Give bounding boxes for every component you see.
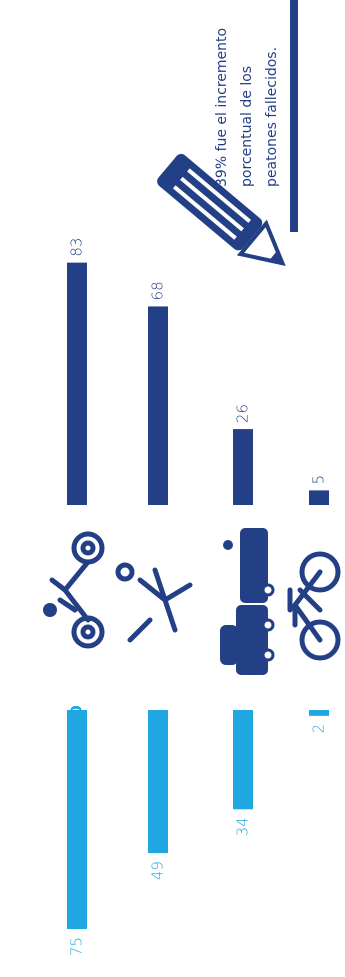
value-label: 26 [234, 404, 252, 423]
bar [309, 490, 329, 505]
bicycle-icon [287, 551, 341, 661]
bar [67, 710, 87, 929]
value-label: 49 [149, 861, 167, 880]
bar [148, 306, 168, 505]
pencil-icon [157, 153, 286, 266]
car-bus-icon [220, 528, 275, 675]
bar [148, 710, 168, 854]
bar [233, 429, 253, 505]
value-label: 34 [234, 817, 252, 836]
motorcycle-icon [43, 531, 105, 649]
value-label: 2 [310, 724, 328, 734]
annotation-text: 39% fue el incremento [214, 28, 230, 187]
bar [67, 262, 87, 505]
annotation-text: peatones fallecidos. [264, 47, 280, 187]
value-label: 75 [68, 937, 86, 956]
value-label: 5 [310, 475, 328, 485]
value-label: 83 [68, 238, 86, 257]
annotation-text: porcentual de los [239, 66, 255, 187]
bar [309, 710, 329, 716]
bar [233, 710, 253, 810]
annotation-bar [290, 0, 298, 232]
pedestrian-icon [115, 562, 193, 643]
value-label: 68 [149, 281, 167, 300]
